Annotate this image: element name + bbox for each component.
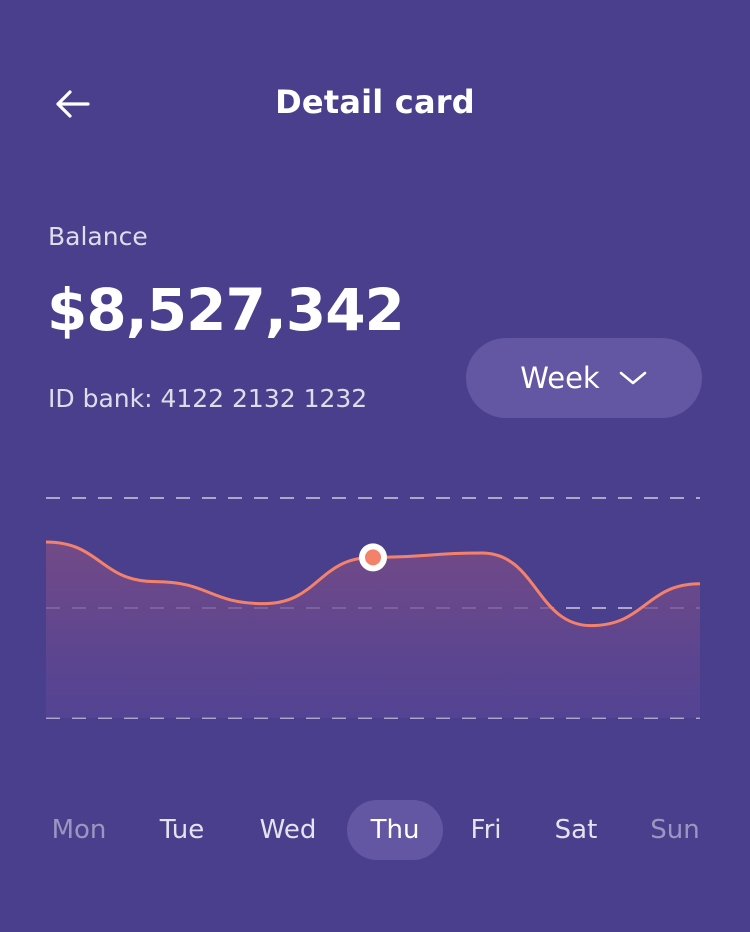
day-selector: Mon Tue Wed Thu Fri Sat Sun [0,800,750,860]
bank-id: ID bank: 4122 2132 1232 [48,384,368,413]
day-sat[interactable]: Sat [554,815,598,845]
back-button[interactable] [44,80,100,128]
day-tue[interactable]: Tue [159,815,205,845]
day-thu[interactable]: Thu [347,800,443,860]
arrow-left-icon [56,90,90,118]
period-dropdown[interactable]: Week [466,338,702,418]
balance-amount: $8,527,342 [47,276,405,344]
balance-chart [45,497,701,719]
chart-marker[interactable] [365,549,381,566]
day-mon[interactable]: Mon [51,815,107,845]
page-title: Detail card [275,83,475,121]
chevron-down-icon [619,371,647,385]
day-sun[interactable]: Sun [650,815,700,845]
day-fri[interactable]: Fri [470,815,502,845]
chart-area [46,542,700,718]
day-wed[interactable]: Wed [259,815,317,845]
period-value: Week [520,361,600,395]
balance-label: Balance [48,222,148,251]
